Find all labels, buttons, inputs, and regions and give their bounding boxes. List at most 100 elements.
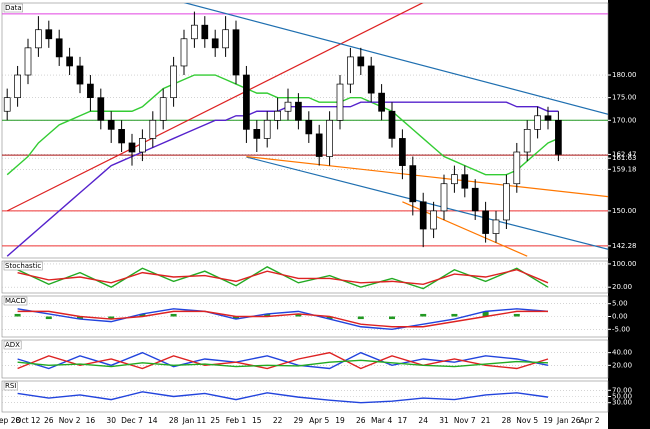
histogram-bar (326, 316, 333, 320)
x-tick-label: Apr 2 (580, 416, 600, 425)
candle-body (222, 29, 229, 49)
panel (2, 303, 608, 331)
x-tick-label: Nov 5 (516, 416, 538, 425)
candle-body (440, 183, 448, 212)
series-line (17, 308, 549, 331)
y-tick-label: 100.00 (612, 260, 637, 268)
x-tick-label: 21 (481, 416, 491, 425)
candle-body (492, 219, 500, 234)
panel-frame (1, 260, 609, 294)
trendline (246, 156, 608, 250)
series-line (17, 351, 549, 370)
candle-body (274, 110, 281, 121)
candle-body (461, 174, 469, 189)
y-tick-label: 20.00 (612, 361, 632, 369)
panel-title-box (3, 3, 23, 13)
candle-body (482, 210, 489, 234)
candle-body (347, 56, 354, 85)
histogram-bar (420, 313, 427, 317)
candle-body (315, 133, 323, 157)
candle-body (544, 115, 552, 121)
candle-body (14, 74, 21, 99)
candle-body (534, 115, 541, 130)
candle-body (3, 97, 11, 112)
candle-body (409, 165, 417, 203)
histogram-bar (357, 316, 364, 320)
candle-body (35, 29, 42, 49)
panel-title: MACD (5, 297, 26, 305)
candle-body (326, 119, 333, 157)
candle-body (503, 183, 510, 221)
histogram-bar (108, 316, 115, 320)
histogram-bar (389, 316, 395, 320)
histogram-bar (77, 316, 83, 320)
candle-body (430, 210, 437, 230)
candle-body (66, 56, 73, 67)
x-tick-label: Jan 26 (556, 416, 581, 425)
candle-body (399, 138, 406, 166)
x-tick-label: Apr 5 (309, 416, 329, 425)
panel-frame (1, 2, 609, 259)
candle-body (419, 201, 427, 230)
panel-title: Stochastic (5, 262, 41, 270)
axis-strip (608, 0, 650, 429)
candle-body (367, 65, 375, 94)
panel (2, 389, 608, 404)
candle-body (243, 74, 250, 130)
series-line (17, 310, 548, 328)
histogram-bar (264, 313, 271, 317)
candle-body (378, 92, 385, 112)
y-tick-label: 70.00 (612, 386, 632, 394)
x-tick-label: 14 (148, 416, 158, 425)
x-tick-label: Dec 7 (121, 416, 143, 425)
x-tick-label: 15 (252, 416, 262, 425)
candle-body (336, 83, 344, 121)
candle-body (211, 38, 219, 49)
trendline (183, 3, 608, 115)
candle-body (191, 24, 198, 40)
x-tick-label: Oct 12 (16, 416, 41, 425)
series-line (17, 351, 549, 370)
y-tick-label: 5.00 (612, 300, 628, 308)
y-tick-label: 142.28 (612, 242, 637, 250)
candle-body (159, 97, 167, 121)
y-tick-label: 150.00 (612, 207, 637, 215)
candle-body (295, 101, 302, 121)
panel-title-box (3, 296, 28, 306)
x-tick-label: 17 (398, 416, 408, 425)
x-tick-label: 24 (418, 416, 428, 425)
panel-title: RSI (5, 382, 16, 390)
y-tick-label: 40.00 (612, 349, 632, 357)
x-tick-label: 26 (44, 416, 54, 425)
y-tick-label: 0.00 (612, 313, 628, 321)
histogram-bar (139, 313, 146, 317)
panel-title-box (3, 261, 43, 271)
x-tick-label: 28 (502, 416, 512, 425)
x-tick-label: 25 (210, 416, 220, 425)
y-tick-label: 170.00 (612, 116, 637, 124)
series-line (17, 391, 549, 404)
x-tick-label: Jan 11 (182, 416, 207, 425)
candle-body (284, 101, 292, 112)
panel-title-box (3, 340, 22, 350)
x-tick-label: Mar 4 (371, 416, 393, 425)
histogram-bar (14, 313, 21, 317)
candle-body (45, 29, 53, 40)
candle-body (305, 119, 313, 135)
x-tick-label: 19 (543, 416, 553, 425)
x-tick-label: 19 (335, 416, 345, 425)
candle-body (263, 119, 271, 139)
candle-body (97, 97, 105, 121)
y-tick-label: 162.47 (612, 150, 637, 158)
candle-body (451, 174, 458, 185)
y-tick-label: 161.63 (612, 154, 637, 162)
y-tick-label: 20.00 (612, 283, 632, 291)
candle-body (24, 47, 32, 76)
x-tick-label: Nov 7 (454, 416, 476, 425)
candle-body (107, 119, 115, 130)
candle-body (523, 129, 531, 153)
x-tick-label: 22 (273, 416, 283, 425)
candle-body (149, 119, 157, 139)
histogram-bar (295, 313, 302, 317)
